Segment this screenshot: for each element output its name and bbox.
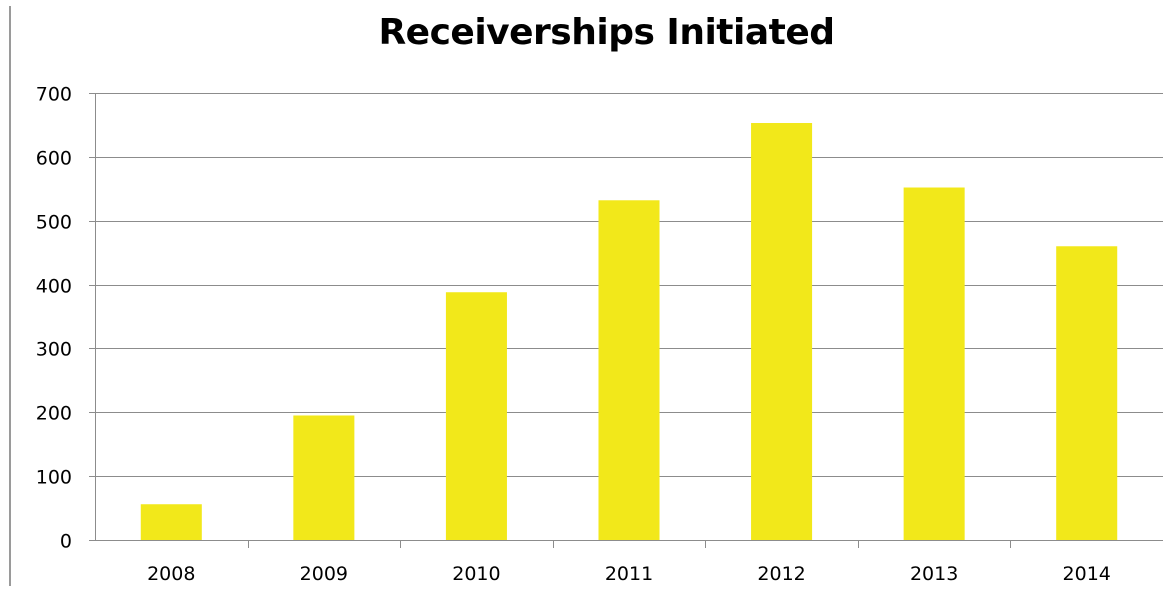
bar xyxy=(293,415,355,540)
y-tick-label: 500 xyxy=(36,212,72,234)
x-tick-label: 2013 xyxy=(910,563,958,585)
bar xyxy=(751,123,813,541)
y-tick-label: 0 xyxy=(60,531,72,553)
y-tick-label: 100 xyxy=(36,467,72,489)
x-tick-label: 2011 xyxy=(605,563,653,585)
y-tick-label: 300 xyxy=(36,339,72,361)
y-tick-label: 700 xyxy=(36,84,72,106)
bar xyxy=(1056,246,1118,540)
x-tick-label: 2012 xyxy=(757,563,805,585)
x-tick-label: 2014 xyxy=(1063,563,1111,585)
y-tick-label: 200 xyxy=(36,403,72,425)
x-tick-label: 2009 xyxy=(300,563,348,585)
y-tick-label: 600 xyxy=(36,148,72,170)
bar xyxy=(903,187,965,540)
x-tick-label: 2010 xyxy=(452,563,500,585)
y-tick-label: 400 xyxy=(36,276,72,298)
bar xyxy=(598,200,660,540)
x-tick-label: 2008 xyxy=(147,563,195,585)
chart-frame-left-border xyxy=(9,6,11,586)
bar xyxy=(140,504,202,540)
chart-title: Receiverships Initiated xyxy=(378,12,835,53)
bar xyxy=(445,292,507,540)
